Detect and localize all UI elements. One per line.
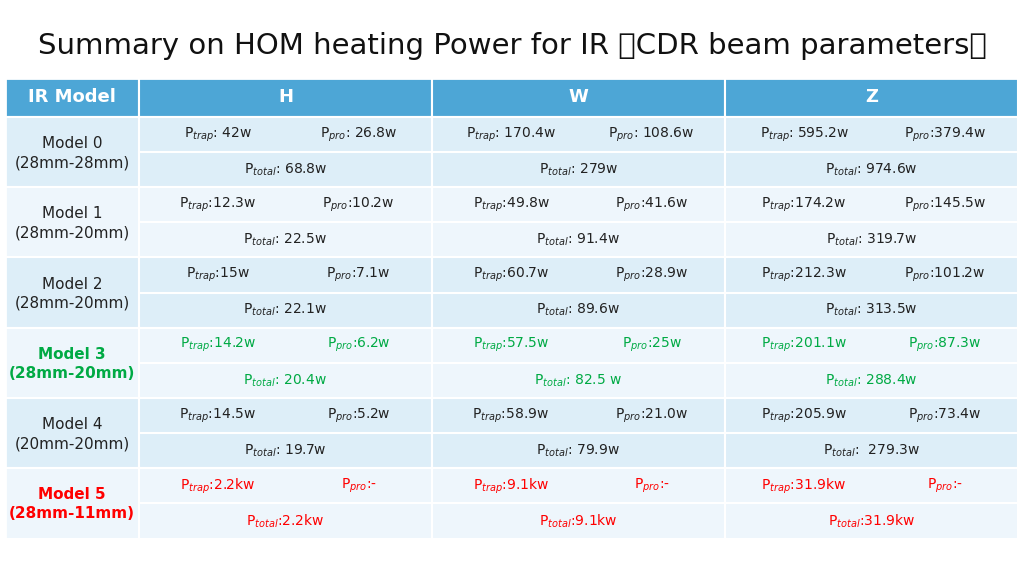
Text: Model 5: Model 5 xyxy=(38,487,105,502)
Text: P$_{total}$: 19.7w: P$_{total}$: 19.7w xyxy=(244,442,327,459)
Text: (28mm-11mm): (28mm-11mm) xyxy=(9,506,135,521)
Text: (28mm-20mm): (28mm-20mm) xyxy=(14,295,130,310)
Text: P$_{pro}$:-: P$_{pro}$:- xyxy=(927,477,963,495)
Text: P$_{pro}$:7.1w: P$_{pro}$:7.1w xyxy=(327,266,391,284)
Text: P$_{trap}$:49.8w: P$_{trap}$:49.8w xyxy=(473,196,550,214)
Text: P$_{total}$:9.1kw: P$_{total}$:9.1kw xyxy=(539,512,617,530)
Text: P$_{pro}$:25w: P$_{pro}$:25w xyxy=(622,336,682,354)
Text: P$_{total}$:  279.3w: P$_{total}$: 279.3w xyxy=(823,442,920,459)
Text: P$_{total}$: 319.7w: P$_{total}$: 319.7w xyxy=(825,232,918,248)
Text: P$_{pro}$:-: P$_{pro}$:- xyxy=(341,477,377,495)
Text: P$_{total}$: 20.4w: P$_{total}$: 20.4w xyxy=(244,372,328,389)
Text: P$_{pro}$:28.9w: P$_{pro}$:28.9w xyxy=(615,266,688,284)
Text: P$_{trap}$:201.1w: P$_{trap}$:201.1w xyxy=(761,336,847,354)
Text: P$_{pro}$:10.2w: P$_{pro}$:10.2w xyxy=(323,196,395,214)
Text: Model 3: Model 3 xyxy=(38,347,105,362)
Text: P$_{trap}$:14.5w: P$_{trap}$:14.5w xyxy=(179,407,257,425)
Text: P$_{trap}$:9.1kw: P$_{trap}$:9.1kw xyxy=(473,476,549,495)
Text: P$_{total}$: 79.9w: P$_{total}$: 79.9w xyxy=(537,442,621,459)
Text: P$_{total}$: 89.6w: P$_{total}$: 89.6w xyxy=(537,302,621,319)
Text: P$_{trap}$: 170.4w: P$_{trap}$: 170.4w xyxy=(466,126,556,143)
Text: Model 2: Model 2 xyxy=(42,276,102,291)
Text: P$_{pro}$:101.2w: P$_{pro}$:101.2w xyxy=(904,266,985,284)
Text: P$_{trap}$:60.7w: P$_{trap}$:60.7w xyxy=(473,266,549,284)
Text: P$_{pro}$:145.5w: P$_{pro}$:145.5w xyxy=(903,196,986,214)
Text: P$_{total}$: 91.4w: P$_{total}$: 91.4w xyxy=(537,232,621,248)
Text: P$_{trap}$:205.9w: P$_{trap}$:205.9w xyxy=(761,407,847,425)
Text: P$_{pro}$: 108.6w: P$_{pro}$: 108.6w xyxy=(608,126,695,143)
Text: P$_{pro}$:21.0w: P$_{pro}$:21.0w xyxy=(615,407,688,425)
Text: IR Model: IR Model xyxy=(28,88,116,107)
Text: (28mm-20mm): (28mm-20mm) xyxy=(9,366,135,381)
Text: (28mm-20mm): (28mm-20mm) xyxy=(14,225,130,240)
Text: P$_{trap}$:58.9w: P$_{trap}$:58.9w xyxy=(472,407,550,425)
Text: P$_{total}$: 22.5w: P$_{total}$: 22.5w xyxy=(244,232,328,248)
Text: P$_{trap}$:2.2kw: P$_{trap}$:2.2kw xyxy=(180,476,256,495)
Text: P$_{trap}$:212.3w: P$_{trap}$:212.3w xyxy=(761,266,847,284)
Text: P$_{pro}$:73.4w: P$_{pro}$:73.4w xyxy=(908,407,981,425)
Text: P$_{trap}$:174.2w: P$_{trap}$:174.2w xyxy=(762,196,847,214)
Text: P$_{total}$:2.2kw: P$_{total}$:2.2kw xyxy=(247,512,325,530)
Text: P$_{trap}$: 595.2w: P$_{trap}$: 595.2w xyxy=(760,126,849,143)
Text: P$_{trap}$:15w: P$_{trap}$:15w xyxy=(186,266,250,284)
Text: H: H xyxy=(278,88,293,107)
Text: Model 4: Model 4 xyxy=(42,417,102,432)
Text: Model 0: Model 0 xyxy=(42,136,102,151)
Text: P$_{total}$: 288.4w: P$_{total}$: 288.4w xyxy=(825,372,918,389)
Text: P$_{pro}$:5.2w: P$_{pro}$:5.2w xyxy=(327,407,390,425)
Text: Z: Z xyxy=(865,88,878,107)
Text: P$_{pro}$:-: P$_{pro}$:- xyxy=(634,477,670,495)
Text: P$_{total}$:31.9kw: P$_{total}$:31.9kw xyxy=(827,512,915,530)
Text: P$_{total}$: 279w: P$_{total}$: 279w xyxy=(539,161,618,178)
Text: P$_{pro}$: 26.8w: P$_{pro}$: 26.8w xyxy=(319,126,397,143)
Text: (20mm-20mm): (20mm-20mm) xyxy=(14,436,130,451)
Text: P$_{trap}$: 42w: P$_{trap}$: 42w xyxy=(184,126,252,143)
Text: P$_{total}$: 974.6w: P$_{total}$: 974.6w xyxy=(825,161,918,178)
Text: P$_{pro}$:41.6w: P$_{pro}$:41.6w xyxy=(615,196,688,214)
Text: (28mm-28mm): (28mm-28mm) xyxy=(14,155,130,170)
Text: P$_{total}$: 82.5 w: P$_{total}$: 82.5 w xyxy=(535,372,623,389)
Text: P$_{pro}$:87.3w: P$_{pro}$:87.3w xyxy=(908,336,981,354)
Text: P$_{pro}$:379.4w: P$_{pro}$:379.4w xyxy=(903,126,986,143)
Text: P$_{total}$: 68.8w: P$_{total}$: 68.8w xyxy=(244,161,327,178)
Text: Model 1: Model 1 xyxy=(42,206,102,221)
Text: P$_{trap}$:31.9kw: P$_{trap}$:31.9kw xyxy=(762,476,847,495)
Text: P$_{pro}$:6.2w: P$_{pro}$:6.2w xyxy=(327,336,390,354)
Text: W: W xyxy=(568,88,589,107)
Text: P$_{trap}$:57.5w: P$_{trap}$:57.5w xyxy=(473,336,549,354)
Text: P$_{total}$: 313.5w: P$_{total}$: 313.5w xyxy=(825,302,918,319)
Text: P$_{trap}$:14.2w: P$_{trap}$:14.2w xyxy=(180,336,256,354)
Text: P$_{total}$: 22.1w: P$_{total}$: 22.1w xyxy=(244,302,328,319)
Text: P$_{trap}$:12.3w: P$_{trap}$:12.3w xyxy=(179,196,257,214)
Text: Summary on HOM heating Power for IR （CDR beam parameters）: Summary on HOM heating Power for IR （CDR… xyxy=(38,32,986,60)
